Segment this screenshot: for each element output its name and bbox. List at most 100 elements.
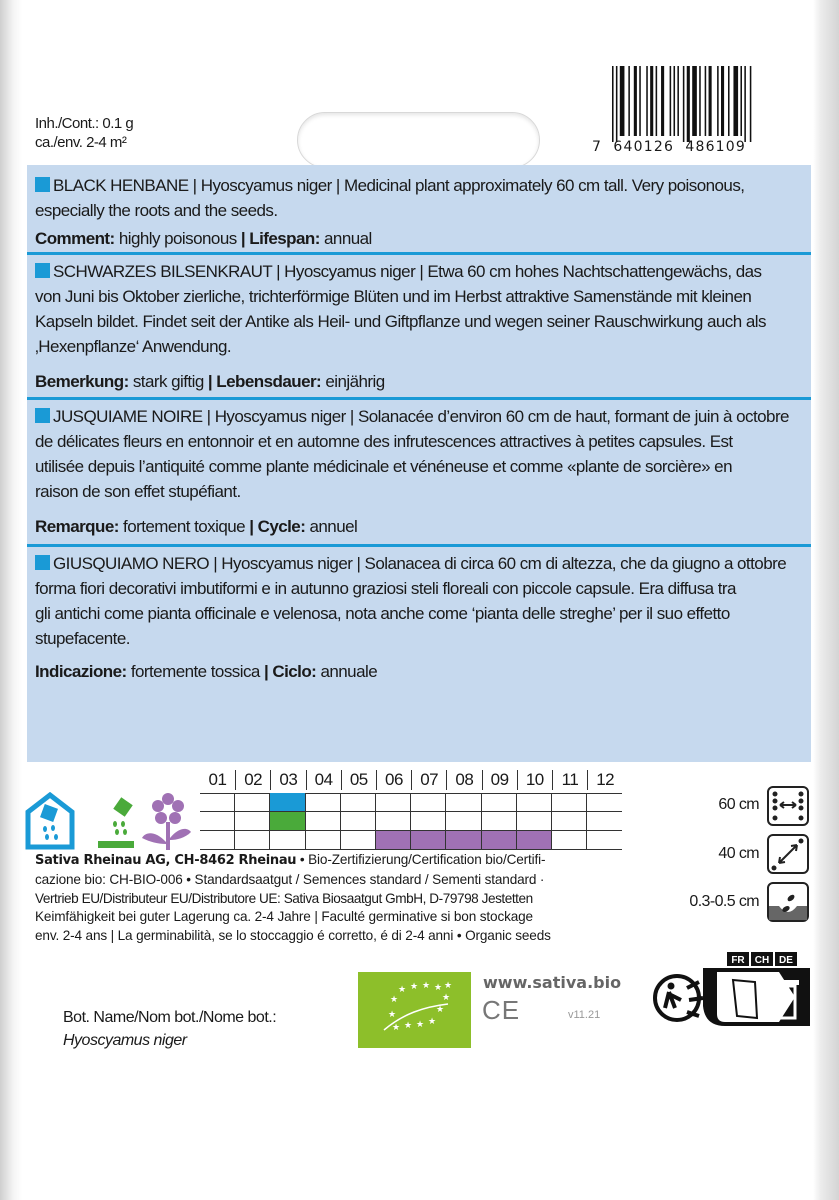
calendar-cell bbox=[235, 831, 271, 850]
barcode-bar bbox=[633, 66, 637, 136]
blue-square-icon bbox=[35, 555, 50, 570]
eu-organic-logo: ★ ★ ★ ★ ★★ ★★ ★★ ★ ★ ★ bbox=[358, 972, 471, 1048]
month-label: 01 bbox=[208, 770, 227, 789]
barcode-bar bbox=[615, 66, 618, 142]
star-icon: ★ bbox=[442, 992, 450, 1002]
content-weight: Inh./Cont.: 0.1 g bbox=[35, 115, 134, 132]
barcode-bar bbox=[650, 66, 654, 136]
barcode-bar bbox=[740, 66, 742, 136]
barcode-bar bbox=[682, 66, 685, 142]
barcode-bar bbox=[677, 66, 679, 136]
country-ch: CH bbox=[755, 955, 769, 966]
company-info: Sativa Rheinau AG, CH-8462 Rheinau • Bio… bbox=[35, 851, 635, 946]
recycling-triman-icon: FR CH DE bbox=[653, 952, 810, 1026]
text-line: Kapseln bildet. Findet seit der Antike a… bbox=[35, 312, 766, 331]
barcode-bar bbox=[661, 66, 665, 136]
barcode-bar bbox=[646, 66, 648, 136]
calendar-cell bbox=[446, 831, 482, 850]
calendar-cell bbox=[587, 831, 623, 850]
barcode-bar bbox=[699, 66, 701, 136]
plant-spacing-value: 40 cm bbox=[718, 845, 759, 862]
section-french: JUSQUIAME NOIRE | Hyoscyamus niger | Sol… bbox=[35, 404, 807, 539]
text-line: gli antichi come pianta officinale e vel… bbox=[35, 604, 730, 623]
calendar-cell bbox=[200, 831, 236, 850]
text-line: especially the roots and the seeds. bbox=[35, 201, 278, 220]
divider bbox=[27, 397, 811, 400]
barcode-bar bbox=[717, 66, 719, 136]
footer-text: Vertrieb EU/Distributeur EU/Distributore… bbox=[35, 890, 533, 906]
month-label: 10 bbox=[516, 770, 552, 790]
section-text: BLACK HENBANE | Hyoscyamus niger | Medic… bbox=[35, 173, 807, 198]
month-label: 04 bbox=[305, 770, 341, 790]
calendar-cell bbox=[235, 812, 271, 831]
lifespan-value: annuel bbox=[305, 517, 358, 536]
text-line: forma fiori decorativi imbutiformi e in … bbox=[35, 579, 736, 598]
country-fr: FR bbox=[731, 955, 745, 966]
website-link[interactable]: www.sativa.bio bbox=[483, 973, 622, 992]
comment-label: Remarque: bbox=[35, 517, 119, 536]
star-icon: ★ bbox=[398, 984, 406, 994]
text-line: de délicates fleurs en entonnoir et en a… bbox=[35, 432, 733, 451]
comment-label: Bemerkung: bbox=[35, 372, 129, 391]
comment-line: Remarque: fortement toxique | Cycle: ann… bbox=[35, 514, 807, 539]
calendar-cell bbox=[481, 831, 517, 850]
barcode-bar bbox=[728, 66, 730, 136]
footer-text: • Bio-Zertifizierung/Certification bio/C… bbox=[296, 852, 546, 867]
star-icon: ★ bbox=[390, 994, 398, 1004]
barcode-digits: 7 640126 486109 bbox=[592, 139, 746, 155]
calendar-cell bbox=[200, 793, 236, 812]
text-line: BLACK HENBANE | Hyoscyamus niger | Medic… bbox=[53, 176, 745, 195]
lifespan-label: | Lebensdauer: bbox=[207, 372, 322, 391]
text-line: GIUSQUIAMO NERO | Hyoscyamus niger | Sol… bbox=[53, 554, 787, 573]
packet-edge-left bbox=[0, 0, 22, 1200]
month-label: 07 bbox=[411, 770, 446, 790]
calendar-cell bbox=[587, 812, 623, 831]
lifespan-label: | Lifespan: bbox=[240, 229, 321, 248]
divider bbox=[27, 544, 811, 547]
calendar-cell bbox=[270, 831, 306, 850]
barcode-bar bbox=[612, 66, 614, 142]
sowing-depth-icon bbox=[767, 882, 809, 922]
barcode-bar bbox=[673, 66, 676, 136]
barcode-bar bbox=[692, 66, 697, 136]
barcode-bar bbox=[749, 66, 752, 142]
month-label: 05 bbox=[340, 770, 376, 790]
sowing-depth-value: 0.3-0.5 cm bbox=[689, 893, 759, 910]
calendar-cell bbox=[552, 793, 588, 812]
lifespan-label: | Ciclo: bbox=[263, 662, 317, 681]
star-icon: ★ bbox=[388, 1009, 396, 1019]
flowering-icon bbox=[142, 793, 191, 850]
month-label: 06 bbox=[376, 770, 411, 790]
hanger-hole bbox=[297, 112, 540, 168]
month-label: 12 bbox=[587, 770, 622, 790]
calendar-cell bbox=[235, 793, 271, 812]
ce-mark: CE bbox=[482, 995, 521, 1025]
botanical-name: Bot. Name/Nom bot./Nome bot.: Hyoscyamus… bbox=[63, 1006, 277, 1052]
month-label: 11 bbox=[552, 770, 587, 790]
text-line: SCHWARZES BILSENKRAUT | Hyoscyamus niger… bbox=[53, 262, 762, 281]
calendar-cell bbox=[481, 793, 517, 812]
calendar-cell bbox=[446, 793, 482, 812]
lifespan-value: annuale bbox=[316, 662, 378, 681]
barcode: 7 640126 486109 bbox=[592, 66, 780, 158]
section-german: SCHWARZES BILSENKRAUT | Hyoscyamus niger… bbox=[35, 259, 807, 394]
calendar-cell bbox=[411, 831, 447, 850]
lifespan-value: einjährig bbox=[321, 372, 385, 391]
version-label: v11.21 bbox=[568, 1009, 601, 1021]
star-icon: ★ bbox=[404, 1020, 412, 1030]
calendar-cell bbox=[340, 831, 376, 850]
calendar-cell bbox=[305, 831, 341, 850]
calendar-grid-line bbox=[200, 793, 623, 794]
star-icon: ★ bbox=[428, 1016, 436, 1026]
text-line: raison de son effet stupéfiant. bbox=[35, 482, 241, 501]
calendar-cell bbox=[446, 812, 482, 831]
blue-square-icon bbox=[35, 408, 50, 423]
month-label: 03 bbox=[270, 770, 305, 790]
botanical-label: Bot. Name/Nom bot./Nome bot.: bbox=[63, 1009, 277, 1026]
divider bbox=[27, 252, 811, 255]
barcode-bar bbox=[655, 66, 658, 136]
calendar-cell bbox=[516, 793, 552, 812]
comment-label: Indicazione: bbox=[35, 662, 127, 681]
comment-value: fortemente tossica bbox=[126, 662, 264, 681]
comment-value: fortement toxique bbox=[118, 517, 250, 536]
